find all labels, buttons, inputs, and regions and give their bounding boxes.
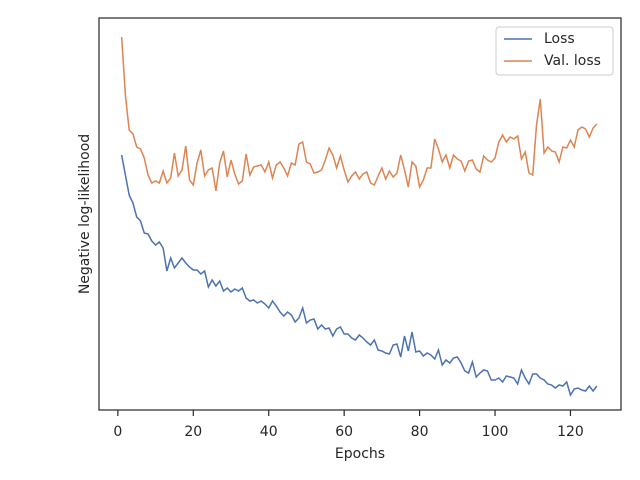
legend-label: Loss	[544, 31, 575, 47]
y-axis-label: Negative log-likelihood	[77, 134, 93, 294]
x-tick-label: 80	[411, 424, 429, 440]
x-axis-label: Epochs	[335, 446, 385, 462]
x-tick-label: 0	[113, 424, 122, 440]
x-tick-label: 20	[184, 424, 202, 440]
line-series	[120, 154, 598, 397]
line-series	[120, 36, 598, 192]
x-tick-label: 120	[557, 424, 584, 440]
x-tick-label: 40	[260, 424, 278, 440]
x-tick-label: 60	[335, 424, 353, 440]
x-tick-label: 100	[482, 424, 509, 440]
legend-label: Val. loss	[544, 53, 601, 69]
plot-frame	[98, 17, 622, 411]
